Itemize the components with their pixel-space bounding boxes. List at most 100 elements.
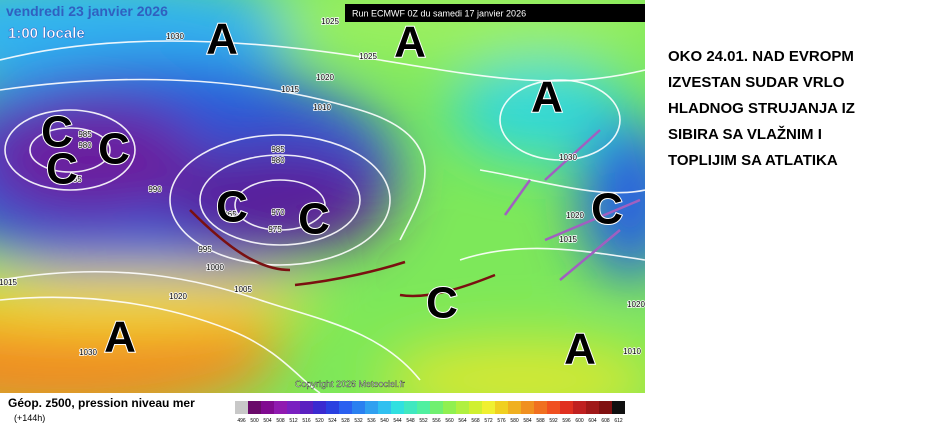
pressure-center: C — [98, 125, 130, 174]
pressure-center: C — [298, 195, 330, 244]
pressure-label: 1030 — [166, 32, 184, 41]
pressure-center: C — [46, 145, 78, 194]
pressure-label: 1005 — [234, 285, 252, 294]
scale-swatch — [365, 401, 378, 414]
arrows — [189, 129, 641, 298]
annotation: OKO 24.01. NAD EVROPM IZVESTAN SUDAR VRLO… — [668, 48, 855, 169]
scale-swatch — [287, 401, 300, 414]
scale-label: 608 — [601, 418, 610, 424]
pressure-center: C — [591, 185, 623, 234]
scale-label: 584 — [523, 418, 532, 424]
scale-swatch — [612, 401, 625, 414]
scale-label: 600 — [575, 418, 584, 424]
scale-label: 588 — [536, 418, 545, 424]
isobars — [0, 40, 645, 393]
scale-swatch — [508, 401, 521, 414]
scale-label: 568 — [471, 418, 480, 424]
scale-swatch — [430, 401, 443, 414]
scale-swatch — [495, 401, 508, 414]
scale-label: 612 — [614, 418, 623, 424]
pressure-center: A — [104, 313, 136, 362]
scale-label: 576 — [497, 418, 506, 424]
scale-swatch — [248, 401, 261, 414]
scale-label: 548 — [406, 418, 415, 424]
scale-swatch — [378, 401, 391, 414]
copyright: Copyright 2026 Meteociel.fr — [295, 379, 405, 389]
pressure-label: 1000 — [206, 263, 224, 272]
scale-swatch — [482, 401, 495, 414]
scale-label: 604 — [588, 418, 597, 424]
scale-swatch — [274, 401, 287, 414]
annotation-line: HLADNOG STRUJANJA IZ — [668, 100, 855, 117]
scale-swatch — [586, 401, 599, 414]
scale-label: 552 — [419, 418, 428, 424]
scale-label: 536 — [367, 418, 376, 424]
pressure-label: 1030 — [559, 153, 577, 162]
scale-swatch — [469, 401, 482, 414]
annotation-line: TOPLIJIM SA ATLATIKA — [668, 152, 838, 169]
scale-label: 580 — [510, 418, 519, 424]
scale-label: 524 — [328, 418, 337, 424]
scale-label: 512 — [289, 418, 298, 424]
scale-swatch — [300, 401, 313, 414]
pressure-label: 995 — [198, 245, 212, 254]
pressure-label: 1015 — [559, 235, 577, 244]
scale-label: 504 — [263, 418, 272, 424]
map: 1030 1025 1025 1020 1015 1010 985 980 990 985 980 9… — [0, 0, 645, 393]
run-title: Run ECMWF 0Z du samedi 17 janvier 2026 — [352, 8, 526, 18]
pressure-label: 1020 — [169, 292, 187, 301]
pressure-label: 1020 — [566, 211, 584, 220]
scale-label: 564 — [458, 418, 467, 424]
pressure-label: 985 — [271, 145, 285, 154]
scale-swatch — [391, 401, 404, 414]
pressure-label: 1020 — [316, 73, 334, 82]
pressure-label: 1015 — [0, 278, 17, 287]
pressure-label: 965 — [223, 210, 237, 219]
scale-swatch — [534, 401, 547, 414]
scale-swatch — [456, 401, 469, 414]
pressure-label: 990 — [148, 185, 162, 194]
legend-lead: (+144h) — [14, 413, 45, 423]
scale-label: 560 — [445, 418, 454, 424]
pressure-label: 1015 — [281, 85, 299, 94]
pressure-label: 1020 — [627, 300, 645, 309]
scale-label: 596 — [562, 418, 571, 424]
scale-swatch — [521, 401, 534, 414]
scale-label: 572 — [484, 418, 493, 424]
scale-label: 496 — [237, 418, 246, 424]
scale-swatch — [235, 401, 248, 414]
pressure-center: A — [394, 18, 426, 67]
scale-swatch — [573, 401, 586, 414]
scale-label: 544 — [393, 418, 402, 424]
scale-label: 592 — [549, 418, 558, 424]
scale-label: 540 — [380, 418, 389, 424]
scale-swatch — [352, 401, 365, 414]
scale-swatch — [599, 401, 612, 414]
annotation-line: SIBIRA SA VLAŽNIM I — [668, 125, 822, 143]
pressure-label: 1030 — [79, 348, 97, 357]
scale-swatch — [313, 401, 326, 414]
legend-title: Géop. z500, pression niveau mer — [8, 396, 195, 410]
scale-swatch — [339, 401, 352, 414]
pressure-label: 1010 — [313, 103, 331, 112]
scale-label: 532 — [354, 418, 363, 424]
annotation-line: OKO 24.01. NAD EVROPM — [668, 48, 854, 65]
scale-swatch — [417, 401, 430, 414]
scale-swatch — [560, 401, 573, 414]
pressure-label: 1025 — [359, 52, 377, 61]
pressure-label: 970 — [271, 208, 285, 217]
pressure-label: 985 — [68, 175, 82, 184]
scale-swatch — [261, 401, 274, 414]
time: 1:00 locale — [8, 25, 85, 42]
pressure-center: C — [426, 279, 458, 328]
pressure-center: A — [206, 15, 238, 64]
scale-swatch — [443, 401, 456, 414]
scale-label: 500 — [250, 418, 259, 424]
pressure-center: A — [531, 73, 563, 122]
color-scale: 496 500 504 508 512 516 520 524 528 532 536 540 544 5… — [235, 401, 625, 424]
pressure-label: 980 — [271, 156, 285, 165]
pressure-label: 985 — [78, 130, 92, 139]
scale-swatch — [326, 401, 339, 414]
pressure-label: 1010 — [623, 347, 641, 356]
